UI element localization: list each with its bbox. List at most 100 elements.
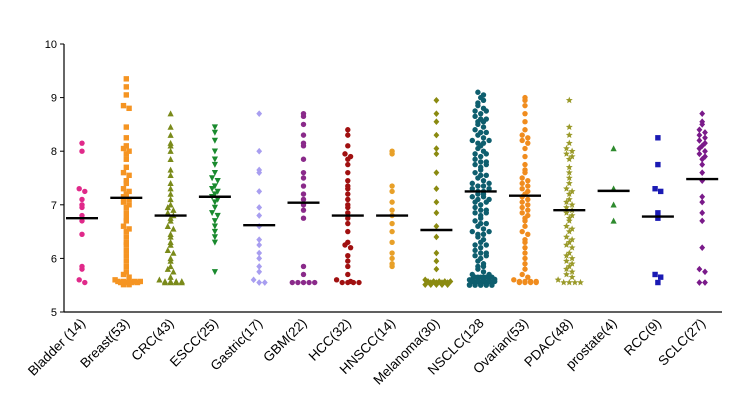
data-point <box>300 113 307 120</box>
data-point <box>565 169 573 176</box>
data-point <box>565 179 573 187</box>
data-point <box>126 226 132 232</box>
data-point <box>164 209 171 216</box>
data-point <box>475 191 481 197</box>
data-point <box>563 144 570 152</box>
data-point <box>211 228 218 235</box>
data-point <box>568 201 576 208</box>
data-point <box>568 273 576 281</box>
data-point <box>519 180 525 187</box>
data-point <box>525 274 531 280</box>
data-point <box>345 215 351 221</box>
data-point <box>433 222 440 230</box>
data-point <box>519 228 525 235</box>
data-point <box>300 215 307 221</box>
data-point <box>300 207 307 213</box>
data-point <box>345 258 351 264</box>
data-point <box>167 166 174 173</box>
data-point <box>480 263 487 270</box>
data-point <box>118 279 124 286</box>
data-point <box>389 228 395 235</box>
data-point <box>126 278 132 285</box>
data-point <box>345 127 351 133</box>
data-point <box>433 110 440 117</box>
data-point <box>211 204 218 211</box>
data-point <box>209 210 216 217</box>
data-point <box>211 234 218 241</box>
data-point <box>342 151 348 157</box>
data-point <box>79 196 85 203</box>
data-point <box>120 278 127 285</box>
series-group <box>287 110 320 286</box>
series-group <box>376 148 409 270</box>
data-point <box>525 183 531 189</box>
data-point <box>433 131 440 139</box>
data-point <box>696 137 703 144</box>
data-point <box>389 188 395 195</box>
data-point <box>658 188 664 195</box>
data-point <box>480 226 487 232</box>
y-axis: 5 6 7 8 9 10 <box>45 39 65 319</box>
data-point <box>339 279 345 286</box>
data-point <box>389 220 395 227</box>
data-point <box>345 220 351 227</box>
data-point <box>519 210 525 216</box>
data-point <box>167 185 174 192</box>
data-point <box>167 123 174 130</box>
data-point <box>610 145 617 152</box>
data-point <box>472 156 478 162</box>
data-point <box>652 186 658 192</box>
data-point <box>469 137 475 144</box>
data-point <box>167 273 174 280</box>
data-point <box>699 155 706 163</box>
data-point <box>655 135 661 141</box>
data-point <box>475 132 481 138</box>
y-tick-label: 7 <box>51 200 57 212</box>
data-point <box>126 148 132 154</box>
series-group <box>66 140 98 286</box>
data-point <box>478 159 484 165</box>
data-point <box>433 198 440 206</box>
data-point <box>469 180 475 187</box>
data-point <box>655 215 661 221</box>
data-point <box>76 186 82 192</box>
data-point <box>483 282 489 288</box>
data-point <box>696 150 703 158</box>
data-point <box>475 234 481 240</box>
data-point <box>702 129 708 136</box>
data-point <box>472 151 478 157</box>
data-point <box>433 150 440 158</box>
data-point <box>478 167 484 173</box>
data-point <box>565 228 573 235</box>
data-point <box>563 198 570 206</box>
data-point <box>356 279 362 286</box>
y-tick-label: 6 <box>51 253 57 265</box>
data-point <box>161 278 169 285</box>
data-point <box>568 268 576 275</box>
data-point <box>256 236 263 243</box>
data-point <box>123 253 129 259</box>
data-point <box>433 118 440 126</box>
data-point <box>519 132 525 138</box>
data-point <box>170 268 177 275</box>
data-point <box>115 278 121 285</box>
data-point <box>610 217 617 224</box>
data-point <box>300 183 307 189</box>
data-point <box>211 137 218 144</box>
data-point <box>300 263 307 270</box>
data-point <box>256 212 263 219</box>
data-point <box>472 253 478 259</box>
data-point <box>433 257 440 265</box>
data-point <box>389 239 395 246</box>
data-point <box>483 108 489 114</box>
data-point <box>164 265 171 272</box>
data-point <box>519 199 525 205</box>
data-point <box>79 218 85 224</box>
x-tick-label: RCC(9) <box>621 316 664 359</box>
data-point <box>478 202 484 208</box>
data-point <box>475 266 481 272</box>
series-group <box>641 135 674 286</box>
data-point <box>345 271 351 278</box>
data-point <box>655 161 661 168</box>
